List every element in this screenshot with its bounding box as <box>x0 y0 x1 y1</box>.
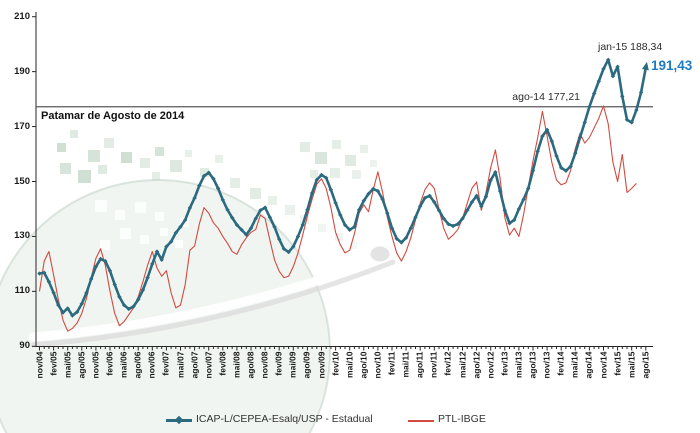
legend-line-ptl <box>408 420 434 422</box>
x-axis-label: mai/12 <box>457 351 467 378</box>
x-axis-label: nov/11 <box>428 351 439 378</box>
x-axis-label: fev/09 <box>273 351 284 376</box>
x-axis-label: fev/06 <box>104 351 115 376</box>
x-axis-label: mai/14 <box>569 351 580 378</box>
callout-ago14: ago-14 177,21 <box>512 91 580 103</box>
x-axis-label: nov/13 <box>541 351 552 379</box>
y-axis-label: 110 <box>14 285 30 297</box>
x-axis-label: nov/10 <box>372 351 383 379</box>
callout-jan15: jan-15 188,34 <box>598 41 663 53</box>
x-axis-label: ago/15 <box>640 351 651 379</box>
x-axis-label: nov/08 <box>259 351 270 379</box>
x-axis-label: fev/07 <box>160 351 171 376</box>
x-axis-label: fev/15 <box>612 351 623 376</box>
x-axis-label: nov/09 <box>316 351 326 379</box>
x-axis-label: ago/11 <box>414 351 425 378</box>
x-axis-label: mai/05 <box>62 351 73 378</box>
x-axis-label: mai/13 <box>513 351 524 378</box>
x-axis-label: nov/07 <box>203 351 214 379</box>
y-axis-label: 150 <box>14 175 30 187</box>
x-axis-label: fev/14 <box>555 351 566 376</box>
x-axis-label: fev/05 <box>48 351 59 376</box>
x-axis-label: nov/14 <box>598 351 608 379</box>
x-axis-label: nov/12 <box>485 351 496 379</box>
x-axis-label: nov/05 <box>90 351 101 379</box>
legend-label-ptl: PTL-IBGE <box>438 413 486 425</box>
x-axis-label: mai/09 <box>287 351 298 378</box>
x-axis-label: nov/04 <box>34 351 44 379</box>
y-axis-label: 130 <box>14 230 30 242</box>
x-axis-label: mai/10 <box>344 351 355 378</box>
x-axis-label: ago/07 <box>189 351 200 379</box>
last-value-label: 191,43 <box>651 58 693 73</box>
x-axis-label: mai/06 <box>118 351 129 378</box>
x-axis-label: fev/13 <box>499 351 510 376</box>
x-axis-label: fev/12 <box>442 351 453 376</box>
legend-label-icap: ICAP-L/CEPEA-Esalq/USP - Estadual <box>196 413 373 425</box>
x-axis-label: fev/08 <box>217 351 228 376</box>
y-axis-label: 90 <box>19 340 30 352</box>
x-axis-label: ago/05 <box>76 351 87 379</box>
y-axis-label: 190 <box>14 65 30 77</box>
x-axis-label: ago/13 <box>527 351 538 379</box>
x-axis-label: ago/14 <box>583 351 594 379</box>
x-axis-label: mai/07 <box>175 351 185 378</box>
x-axis-label: nov/06 <box>146 351 157 379</box>
reference-line-label: Patamar de Agosto de 2014 <box>41 110 185 122</box>
x-axis-label: ago/09 <box>301 351 312 379</box>
x-axis-label: mai/11 <box>400 351 411 378</box>
x-axis-label: mai/08 <box>231 351 242 378</box>
y-axis-label: 210 <box>14 10 30 22</box>
x-axis-label: ago/06 <box>132 351 143 379</box>
x-axis-label: mai/15 <box>626 351 637 378</box>
x-axis-label: fev/11 <box>386 351 397 376</box>
x-axis-label: ago/08 <box>245 351 256 379</box>
x-axis-label: ago/12 <box>471 351 482 379</box>
y-axis-label: 170 <box>14 120 30 132</box>
x-axis-label: ago/10 <box>358 351 369 379</box>
x-axis-label: fev/10 <box>330 351 341 376</box>
